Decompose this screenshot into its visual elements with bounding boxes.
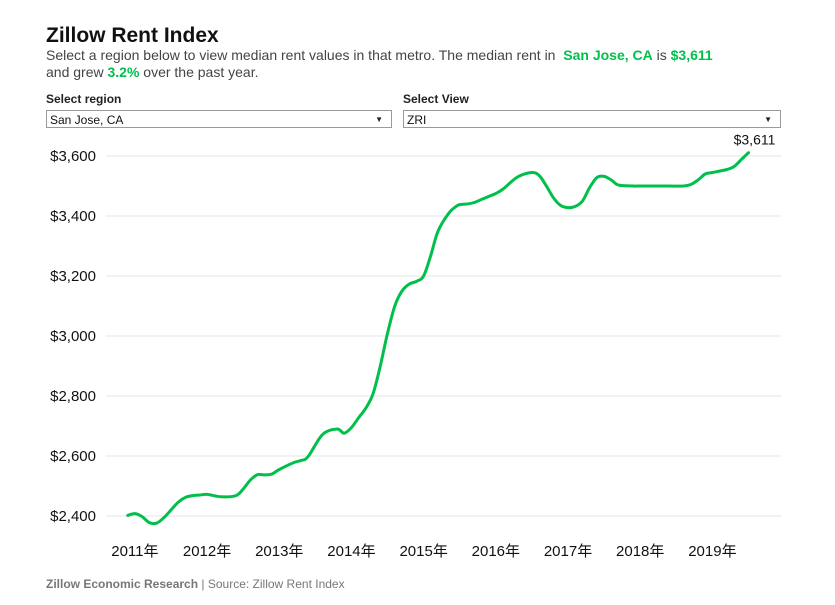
- rent-series-line: [126, 151, 750, 526]
- x-tick-label: 2014年: [327, 543, 375, 560]
- summary-is: is: [656, 47, 667, 63]
- page-title: Zillow Rent Index: [46, 24, 219, 47]
- x-tick-label: 2016年: [472, 543, 520, 560]
- y-tick-label: $3,000: [50, 328, 96, 345]
- x-tick-label: 2015年: [399, 543, 447, 560]
- x-tick-label: 2018年: [616, 543, 664, 560]
- y-tick-label: $3,400: [50, 208, 96, 225]
- x-tick-label: 2017年: [544, 543, 592, 560]
- y-tick-label: $2,600: [50, 448, 96, 465]
- summary-line1-prefix: Select a region below to view median ren…: [46, 47, 556, 63]
- footer-separator: |: [201, 577, 205, 591]
- y-tick-label: $3,600: [50, 148, 96, 165]
- summary-region: San Jose, CA: [563, 47, 653, 63]
- summary-line2-prefix: and grew: [46, 64, 104, 80]
- summary-text: Select a region below to view median ren…: [46, 47, 786, 81]
- summary-growth: 3.2%: [107, 64, 140, 80]
- y-tick-label: $2,800: [50, 388, 96, 405]
- x-tick-label: 2013年: [255, 543, 303, 560]
- y-tick-label: $2,400: [50, 508, 96, 525]
- footer-credit: Zillow Economic Research | Source: Zillo…: [46, 577, 345, 591]
- x-tick-label: 2012年: [183, 543, 231, 560]
- view-select[interactable]: ZRI ▼: [403, 110, 781, 128]
- x-tick-label: 2019年: [688, 543, 736, 560]
- x-axis-ticks: 2011年 2012年 2013年 2014年 2015年 2016年 2017年 2018年…: [111, 543, 736, 560]
- y-axis-ticks: $2,400 $2,600 $2,800 $3,000 $3,200 $3,400 $3,6…: [50, 148, 96, 525]
- view-select-label: Select View: [403, 92, 469, 106]
- footer-source: Source: Zillow Rent Index: [207, 577, 345, 591]
- last-value-label: $3,611: [734, 132, 776, 148]
- x-tick-label: 2011年: [111, 543, 158, 560]
- region-select-value: San Jose, CA: [50, 113, 124, 127]
- chart-gridlines: [106, 155, 781, 517]
- region-select-label: Select region: [46, 92, 122, 106]
- chevron-down-icon: ▼: [764, 115, 772, 124]
- view-select-value: ZRI: [407, 113, 427, 127]
- footer-org: Zillow Economic Research: [46, 577, 199, 591]
- region-select[interactable]: San Jose, CA ▼: [46, 110, 392, 128]
- chevron-down-icon: ▼: [375, 115, 383, 124]
- y-tick-label: $3,200: [50, 268, 96, 285]
- summary-rent: $3,611: [670, 47, 713, 63]
- summary-line2-suffix: over the past year.: [143, 64, 259, 80]
